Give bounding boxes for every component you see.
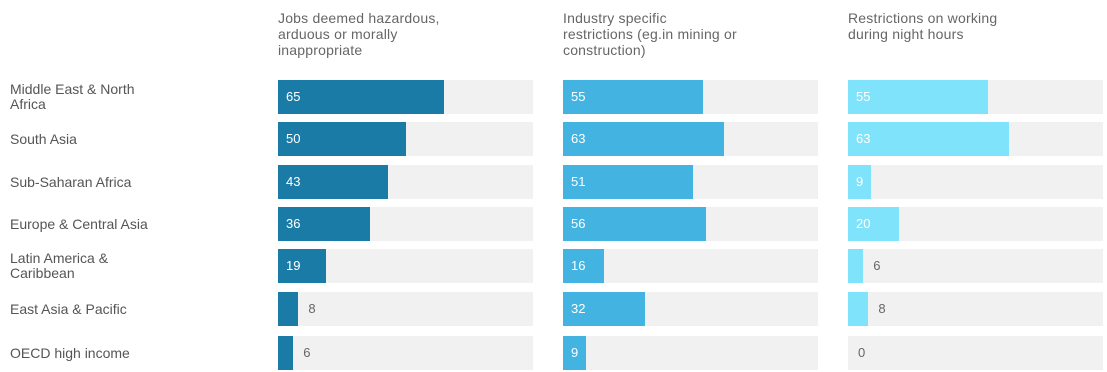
bar-track: 55 [563,80,818,114]
value-label: 36 [286,207,300,241]
bar-track: 32 [563,292,818,326]
category-label: Europe & Central Asia [10,207,260,241]
category-label: OECD high income [10,336,260,370]
bar [848,122,1009,156]
value-label: 63 [856,122,870,156]
bar-track: 43 [278,165,533,199]
category-label: Sub-Saharan Africa [10,165,260,199]
bar-track: 6 [848,249,1103,283]
value-label: 6 [873,249,880,283]
value-label: 51 [571,165,585,199]
value-label: 65 [286,80,300,114]
value-label: 63 [571,122,585,156]
bar-track: 6 [278,336,533,370]
value-label: 9 [571,336,578,370]
bar-track: 55 [848,80,1103,114]
column-header-1: Jobs deemed hazardous, arduous or morall… [278,10,543,58]
value-label: 19 [286,249,300,283]
bar-track: 51 [563,165,818,199]
bar-track: 19 [278,249,533,283]
bar-track: 20 [848,207,1103,241]
bar-track: 8 [278,292,533,326]
value-label: 6 [303,336,310,370]
category-label: East Asia & Pacific [10,292,260,326]
value-label: 8 [878,292,885,326]
value-label: 16 [571,249,585,283]
bar [278,336,293,370]
bar-track: 9 [848,165,1103,199]
value-label: 56 [571,207,585,241]
bar [278,80,444,114]
value-label: 8 [308,292,315,326]
value-label: 55 [856,80,870,114]
category-label: South Asia [10,122,260,156]
bar [563,122,724,156]
bar-track: 16 [563,249,818,283]
value-label: 9 [856,165,863,199]
value-label: 0 [858,336,865,370]
bar-track: 36 [278,207,533,241]
column-header-3: Restrictions on working during night hou… [848,10,1107,42]
value-label: 50 [286,122,300,156]
bar [848,249,863,283]
bar-track: 50 [278,122,533,156]
bar-track: 0 [848,336,1103,370]
bar-track: 9 [563,336,818,370]
bar-track: 63 [848,122,1103,156]
bar-track: 63 [563,122,818,156]
bar-track: 8 [848,292,1103,326]
value-label: 55 [571,80,585,114]
bar [278,292,298,326]
bar-track: 65 [278,80,533,114]
column-header-2: Industry specific restrictions (eg.in mi… [563,10,828,58]
category-label: Middle East & North Africa [10,80,260,114]
value-label: 20 [856,207,870,241]
value-label: 43 [286,165,300,199]
value-label: 32 [571,292,585,326]
bar-track: 56 [563,207,818,241]
bar [848,292,868,326]
category-label: Latin America & Caribbean [10,249,260,283]
